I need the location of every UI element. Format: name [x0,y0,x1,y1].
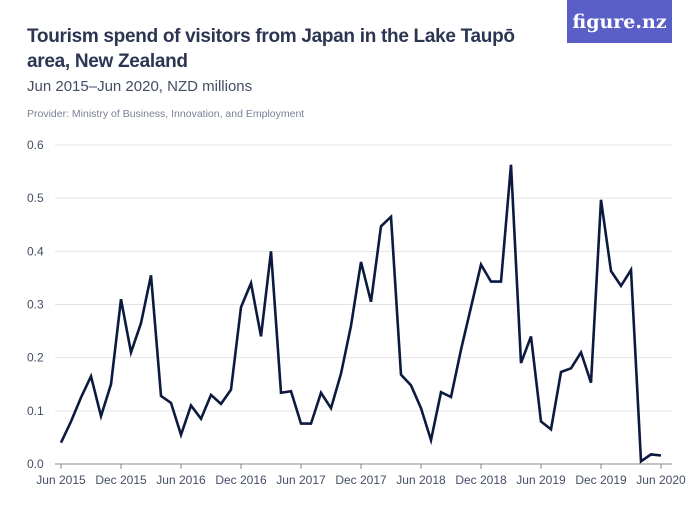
x-tick-label: Jun 2018 [396,473,446,487]
x-tick-label: Dec 2016 [215,473,267,487]
y-tick-label: 0.5 [27,191,44,205]
y-tick-label: 0.2 [27,351,44,365]
y-tick-label: 0.6 [27,138,44,152]
x-tick-label: Jun 2020 [636,473,686,487]
figure-nz-logo[interactable]: figure.nz [567,0,672,43]
y-tick-label: 0.3 [27,298,44,312]
chart-title: Tourism spend of visitors from Japan in … [27,26,515,72]
chart-subtitle: Jun 2015–Jun 2020, NZD millions [27,78,253,95]
x-tick-label: Dec 2018 [455,473,507,487]
x-tick-label: Dec 2019 [575,473,627,487]
provider-note: Provider: Ministry of Business, Innovati… [27,108,305,120]
x-tick-label: Jun 2016 [156,473,206,487]
data-series-line [59,164,662,464]
x-tick-label: Jun 2015 [36,473,86,487]
y-tick-label: 0.1 [27,404,44,418]
x-tick-label: Jun 2017 [276,473,326,487]
x-tick-label: Dec 2017 [335,473,387,487]
x-tick-label: Jun 2019 [516,473,566,487]
y-tick-label: 0.0 [27,457,44,471]
x-tick-label: Dec 2015 [95,473,147,487]
y-tick-label: 0.4 [27,244,44,258]
